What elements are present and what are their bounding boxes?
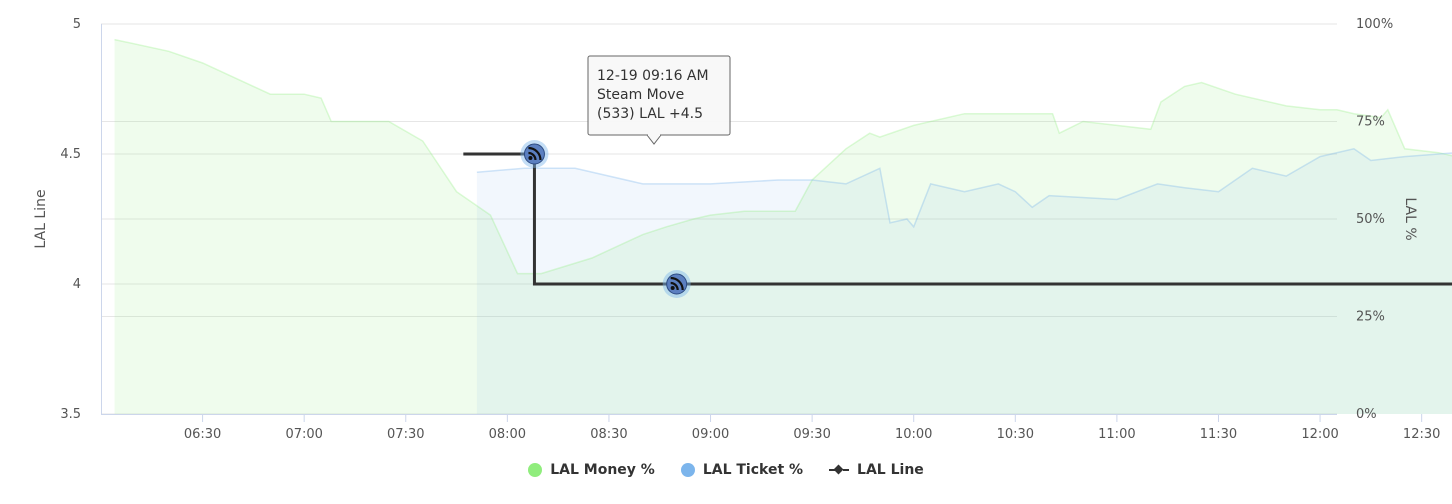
legend-label: LAL Money % [550,462,655,478]
tooltip-pointer-joint [648,133,660,136]
x-tick-label: 12:30 [1403,427,1440,442]
x-tick-label: 08:30 [590,427,627,442]
x-tick-label: 09:30 [793,427,830,442]
steam-move-marker [662,270,691,298]
chart: 5 4.5 4 3.5 100% 75% 50% 25% 0% 06:30 07:00 07:30 08… [33,17,1452,442]
x-tick-label: 07:00 [285,427,322,442]
rss-icon-arc [670,276,684,291]
y-right-tick-label: 75% [1356,115,1385,130]
marker-disc [666,273,688,295]
steam-move-marker [520,140,549,168]
x-tick-label: 11:30 [1200,427,1237,442]
series-lines [114,38,1452,286]
legend-dot-icon [680,463,695,477]
series-areas [114,39,1452,414]
rss-icon-arc [528,151,537,161]
series-line [476,147,1452,229]
x-tick-label: 09:00 [692,427,729,442]
legend-label: LAL Ticket % [702,462,804,478]
legend-dot-icon [528,463,543,477]
axes: 5 4.5 4 3.5 100% 75% 50% 25% 0% 06:30 07:00 07:30 08… [33,17,1440,442]
y-right-tick-label: 50% [1356,212,1385,227]
legend-line-icon [829,463,850,477]
legend-item[interactable]: LAL Line [829,462,924,478]
y-right-tick-label: 100% [1356,17,1393,32]
series-area [114,39,1452,414]
x-tick-label: 12:00 [1301,427,1338,442]
y-right-tick-label: 0% [1356,407,1377,422]
x-tick-label: 08:00 [489,427,526,442]
rss-icon-arc [528,146,542,161]
y-left-tick-label: 4.5 [60,147,81,162]
series-area [476,148,1452,414]
y-left-tick-label: 4 [73,277,81,292]
y-left-tick-label: 3.5 [60,407,81,422]
tooltip-pointer [646,134,662,145]
y-right-axis-title: LAL % [1402,197,1418,240]
y-right-tick-label: 25% [1356,310,1385,325]
series-line [114,38,1452,275]
series-line-lal-line [463,152,1452,286]
x-tick-label: 10:30 [997,427,1034,442]
tooltip-box: 12-19 09:16 AM Steam Move (533) LAL +4.5 [587,55,731,145]
rss-icon-dot [670,286,675,290]
x-tick-label: 07:30 [387,427,424,442]
rss-icon-arc [670,281,679,291]
y-left-tick-label: 5 [73,17,81,32]
rss-icon-dot [528,156,533,160]
legend-label: LAL Line [857,462,924,478]
series-markers [520,140,691,298]
x-tick-label: 06:30 [184,427,221,442]
tooltip-line: Steam Move [597,87,684,103]
tooltip: 12-19 09:16 AM Steam Move (533) LAL +4.5 [587,55,731,145]
legend-item[interactable]: LAL Money % [528,462,655,478]
x-tick-label: 10:00 [895,427,932,442]
marker-disc [523,143,545,165]
y-left-axis-title: LAL Line [33,189,49,248]
legend: LAL Money % LAL Ticket % LAL Line [0,462,1452,478]
legend-item[interactable]: LAL Ticket % [680,462,804,478]
x-tick-label: 11:00 [1098,427,1135,442]
tooltip-line: (533) LAL +4.5 [597,106,703,122]
tooltip-line: 12-19 09:16 AM [597,68,709,84]
